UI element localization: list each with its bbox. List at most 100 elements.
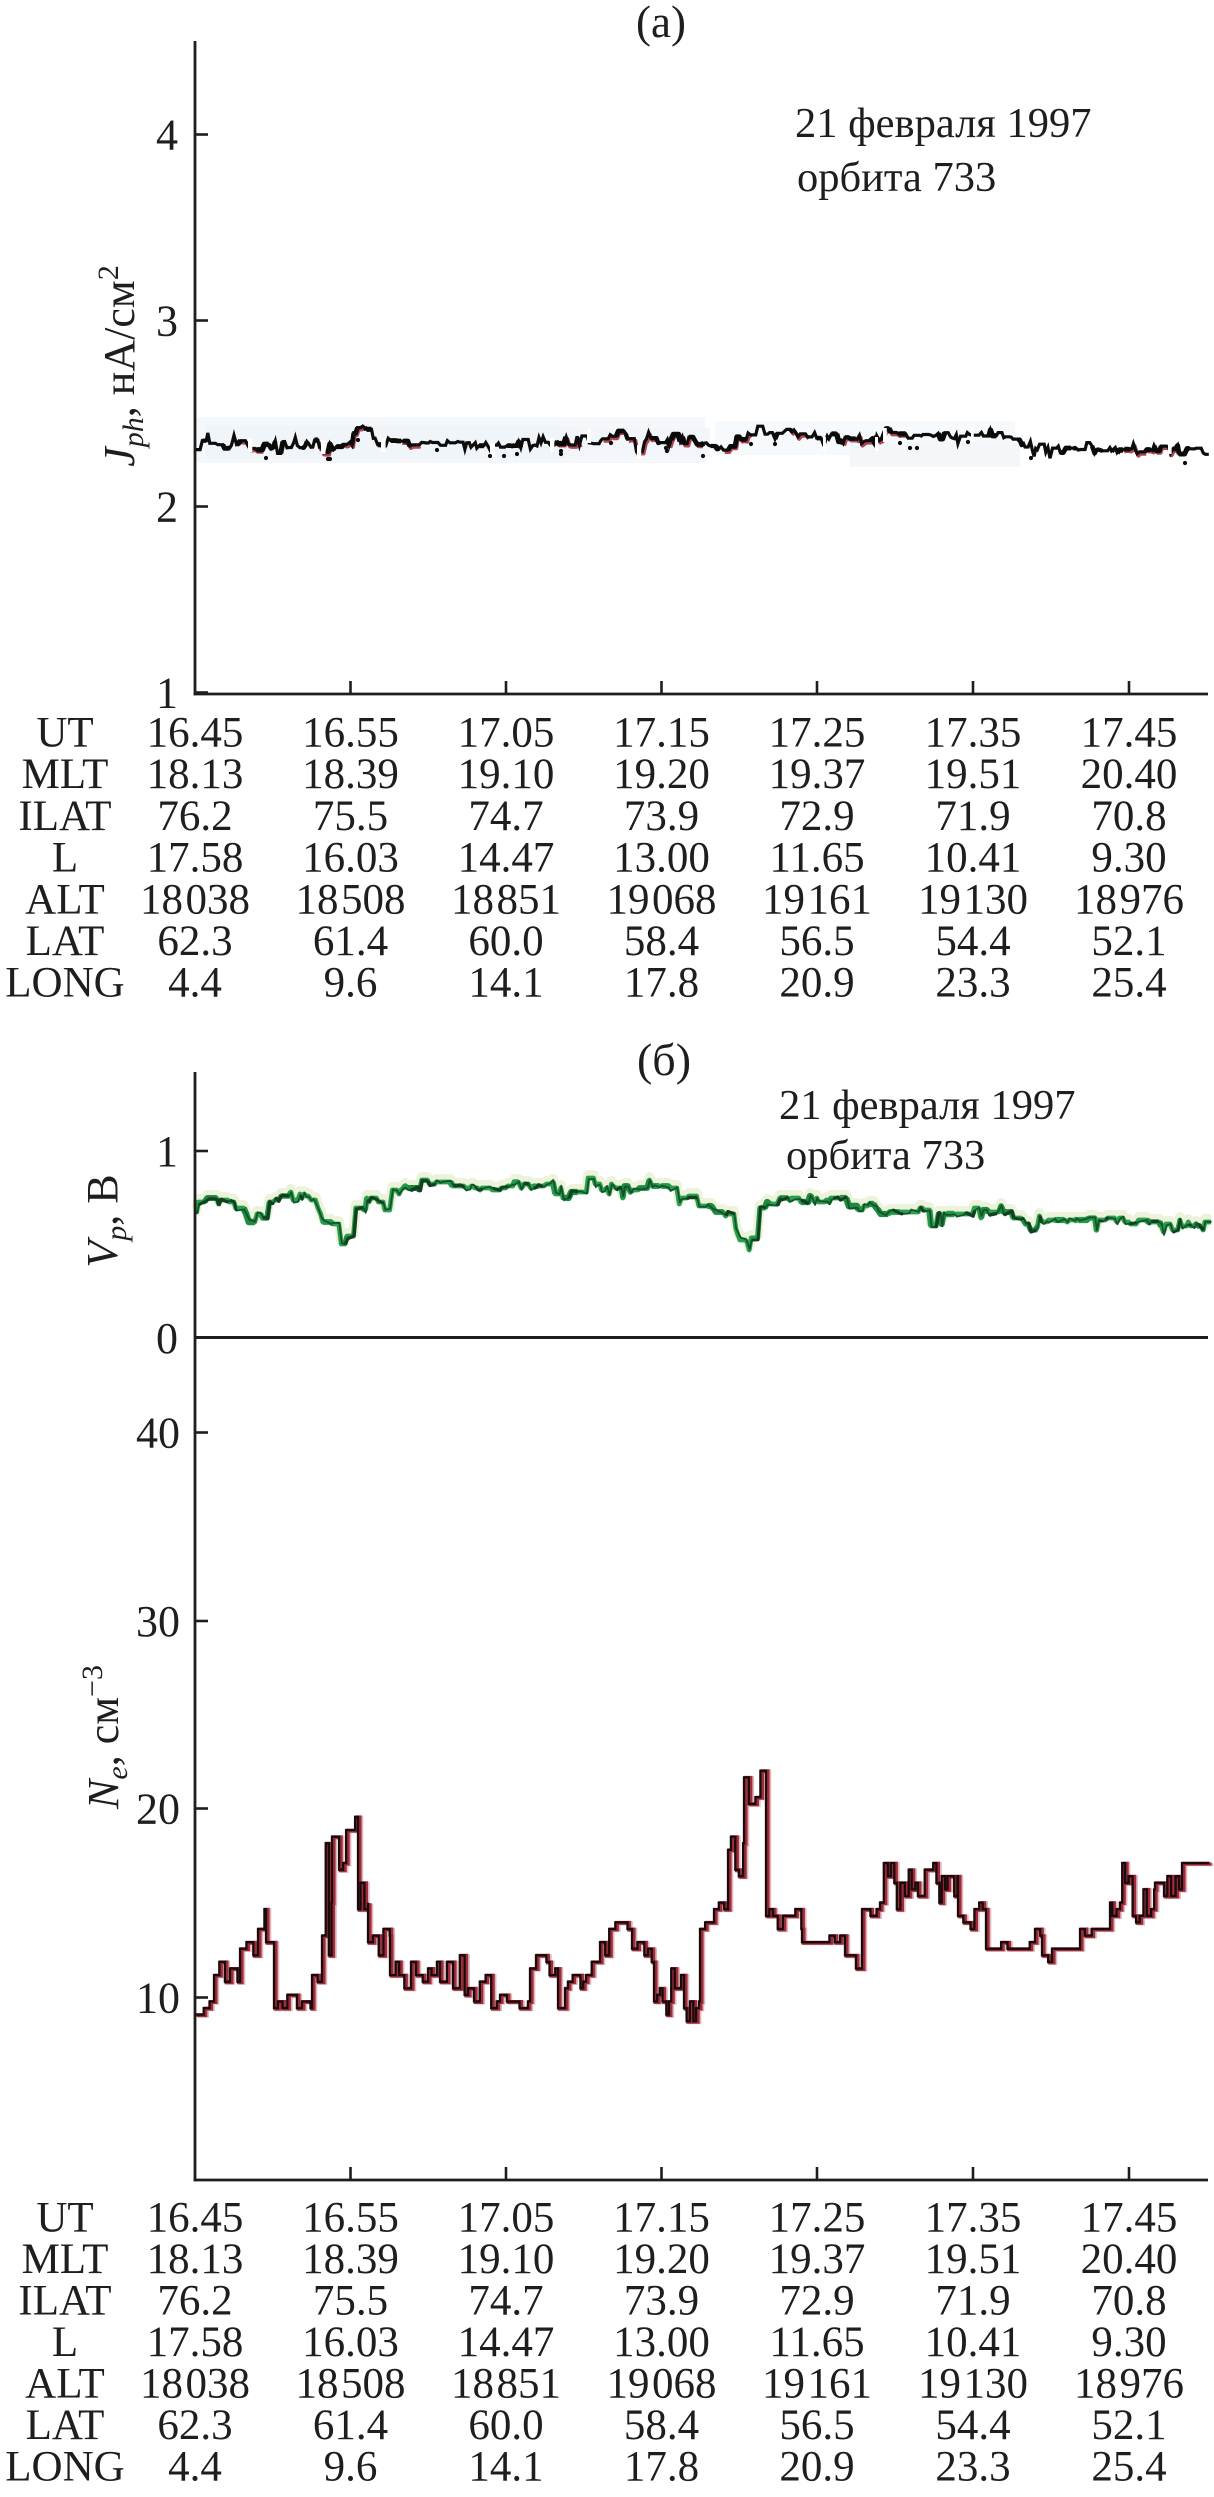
svg-text:(а): (а) — [636, 0, 686, 47]
svg-text:17.58: 17.58 — [147, 835, 244, 882]
svg-text:71.9: 71.9 — [935, 2277, 1010, 2324]
svg-text:18.39: 18.39 — [302, 2236, 399, 2283]
svg-text:20.9: 20.9 — [779, 960, 854, 1007]
svg-text:19161: 19161 — [762, 2360, 872, 2407]
svg-text:9.30: 9.30 — [1091, 835, 1166, 882]
svg-text:16.03: 16.03 — [302, 2319, 399, 2366]
svg-text:0: 0 — [156, 1314, 178, 1363]
svg-text:20.40: 20.40 — [1081, 2236, 1178, 2283]
svg-text:73.9: 73.9 — [624, 793, 699, 840]
svg-text:21 февраля 1997: 21 февраля 1997 — [795, 100, 1091, 147]
svg-text:(б): (б) — [637, 1034, 691, 1085]
svg-text:18.13: 18.13 — [147, 2236, 244, 2283]
svg-text:19161: 19161 — [762, 876, 872, 923]
svg-text:19.51: 19.51 — [925, 2236, 1022, 2283]
svg-text:1: 1 — [156, 669, 178, 718]
svg-text:19.51: 19.51 — [925, 751, 1022, 798]
svg-text:18976: 18976 — [1074, 2360, 1184, 2407]
svg-text:17.45: 17.45 — [1081, 710, 1178, 757]
svg-text:Ne, см−3: Ne, см−3 — [76, 1665, 134, 1810]
svg-text:52.1: 52.1 — [1091, 2402, 1166, 2449]
svg-text:11.65: 11.65 — [769, 835, 864, 882]
svg-text:18508: 18508 — [296, 876, 406, 923]
svg-text:74.7: 74.7 — [468, 793, 543, 840]
svg-text:19.20: 19.20 — [613, 2236, 710, 2283]
svg-text:30: 30 — [136, 1597, 180, 1646]
svg-text:L: L — [52, 2319, 78, 2366]
svg-text:17.05: 17.05 — [458, 710, 555, 757]
svg-text:18851: 18851 — [451, 876, 561, 923]
svg-text:56.5: 56.5 — [779, 918, 854, 965]
svg-text:25.4: 25.4 — [1091, 960, 1166, 1007]
svg-text:17.05: 17.05 — [458, 2194, 555, 2241]
svg-text:62.3: 62.3 — [157, 2402, 232, 2449]
svg-text:17.35: 17.35 — [925, 710, 1022, 757]
svg-text:ALT: ALT — [25, 2360, 105, 2407]
svg-text:40: 40 — [136, 1409, 180, 1458]
svg-text:LONG: LONG — [5, 2443, 124, 2490]
svg-text:19130: 19130 — [918, 2360, 1028, 2407]
svg-text:1: 1 — [156, 1127, 178, 1176]
svg-text:21 февраля 1997: 21 февраля 1997 — [779, 1082, 1075, 1129]
svg-text:9.6: 9.6 — [324, 2443, 378, 2490]
svg-text:16.55: 16.55 — [302, 710, 399, 757]
svg-text:72.9: 72.9 — [779, 793, 854, 840]
svg-text:19130: 19130 — [918, 876, 1028, 923]
svg-text:18.13: 18.13 — [147, 751, 244, 798]
svg-text:16.55: 16.55 — [302, 2194, 399, 2241]
svg-text:9.6: 9.6 — [324, 960, 378, 1007]
svg-text:LONG: LONG — [5, 960, 124, 1007]
svg-text:70.8: 70.8 — [1091, 2277, 1166, 2324]
svg-text:14.47: 14.47 — [458, 2319, 555, 2366]
svg-text:70.8: 70.8 — [1091, 793, 1166, 840]
svg-text:23.3: 23.3 — [935, 2443, 1010, 2490]
svg-text:ILAT: ILAT — [18, 793, 111, 840]
svg-text:18851: 18851 — [451, 2360, 561, 2407]
svg-text:13.00: 13.00 — [613, 2319, 710, 2366]
svg-text:MLT: MLT — [22, 751, 109, 798]
svg-text:орбита 733: орбита 733 — [797, 154, 996, 201]
svg-text:LAT: LAT — [26, 918, 105, 965]
svg-text:17.8: 17.8 — [624, 960, 699, 1007]
svg-text:76.2: 76.2 — [157, 793, 232, 840]
svg-text:2: 2 — [156, 483, 178, 532]
svg-text:4: 4 — [156, 111, 178, 160]
svg-text:75.5: 75.5 — [313, 793, 388, 840]
svg-text:16.45: 16.45 — [147, 710, 244, 757]
svg-text:17.25: 17.25 — [769, 2194, 866, 2241]
svg-text:14.1: 14.1 — [468, 2443, 543, 2490]
svg-text:58.4: 58.4 — [624, 2402, 699, 2449]
svg-text:18038: 18038 — [140, 876, 250, 923]
svg-text:61.4: 61.4 — [313, 2402, 388, 2449]
svg-text:19.37: 19.37 — [769, 2236, 866, 2283]
svg-text:61.4: 61.4 — [313, 918, 388, 965]
svg-text:54.4: 54.4 — [935, 2402, 1010, 2449]
svg-text:11.65: 11.65 — [769, 2319, 864, 2366]
svg-text:75.5: 75.5 — [313, 2277, 388, 2324]
svg-text:LAT: LAT — [26, 2402, 105, 2449]
svg-text:73.9: 73.9 — [624, 2277, 699, 2324]
svg-text:17.15: 17.15 — [613, 2194, 710, 2241]
svg-text:MLT: MLT — [22, 2236, 109, 2283]
svg-text:16.03: 16.03 — [302, 835, 399, 882]
svg-text:18508: 18508 — [296, 2360, 406, 2407]
svg-text:4.4: 4.4 — [168, 960, 222, 1007]
svg-text:16.45: 16.45 — [147, 2194, 244, 2241]
svg-text:58.4: 58.4 — [624, 918, 699, 965]
svg-text:19068: 19068 — [607, 876, 717, 923]
svg-text:20.40: 20.40 — [1081, 751, 1178, 798]
svg-text:19.37: 19.37 — [769, 751, 866, 798]
svg-text:18038: 18038 — [140, 2360, 250, 2407]
svg-text:18.39: 18.39 — [302, 751, 399, 798]
svg-text:17.45: 17.45 — [1081, 2194, 1178, 2241]
svg-text:60.0: 60.0 — [468, 918, 543, 965]
svg-text:9.30: 9.30 — [1091, 2319, 1166, 2366]
svg-text:Vp, В: Vp, В — [78, 1174, 133, 1267]
svg-text:14.47: 14.47 — [458, 835, 555, 882]
svg-text:орбита 733: орбита 733 — [786, 1132, 985, 1179]
svg-text:10: 10 — [136, 1974, 180, 2023]
svg-text:20: 20 — [136, 1785, 180, 1834]
svg-text:76.2: 76.2 — [157, 2277, 232, 2324]
svg-text:20.9: 20.9 — [779, 2443, 854, 2490]
svg-text:4.4: 4.4 — [168, 2443, 222, 2490]
